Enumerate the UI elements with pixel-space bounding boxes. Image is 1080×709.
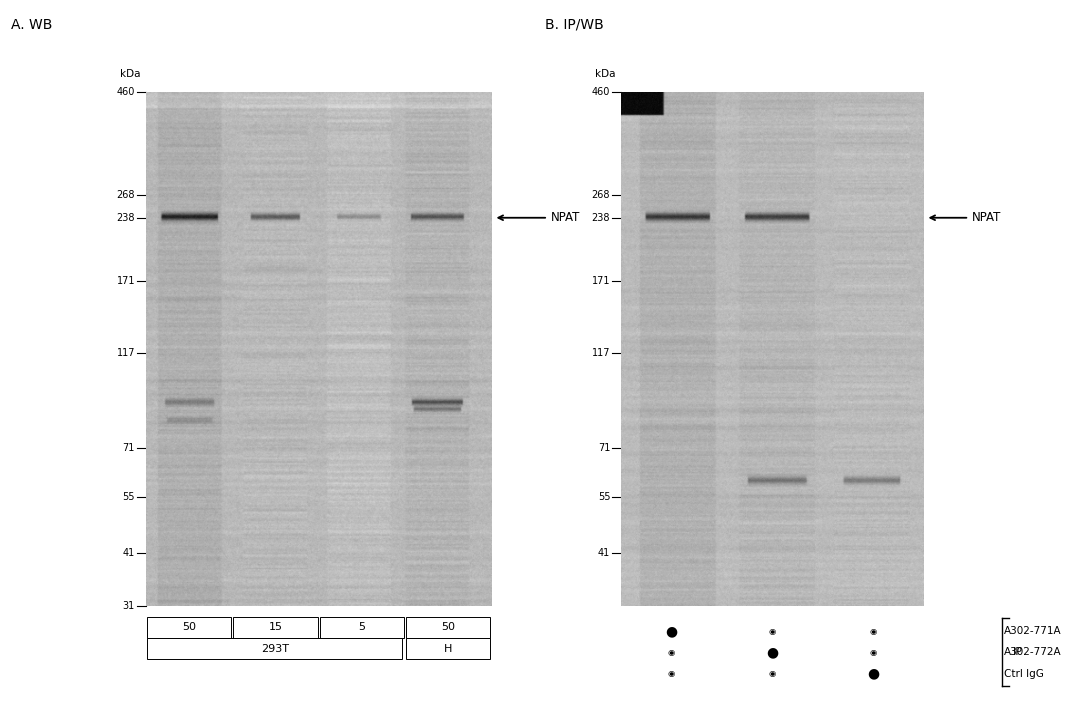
Text: 41: 41 <box>598 548 610 558</box>
Bar <box>233 617 318 638</box>
Bar <box>406 638 490 659</box>
Text: 171: 171 <box>117 276 135 286</box>
Text: 238: 238 <box>117 213 135 223</box>
Bar <box>406 617 490 638</box>
Text: ◉: ◉ <box>869 648 877 657</box>
Text: kDa: kDa <box>120 69 140 79</box>
Text: B. IP/WB: B. IP/WB <box>545 18 604 32</box>
Text: ◉: ◉ <box>869 627 877 635</box>
Text: ◉: ◉ <box>769 627 775 635</box>
Text: ●: ● <box>867 666 879 681</box>
Text: NPAT: NPAT <box>930 211 1001 224</box>
Text: 268: 268 <box>592 190 610 200</box>
Text: ◉: ◉ <box>769 669 775 678</box>
Text: ●: ● <box>665 624 677 638</box>
Text: 268: 268 <box>117 190 135 200</box>
Text: kDa: kDa <box>595 69 616 79</box>
Text: 238: 238 <box>592 213 610 223</box>
Text: ◉: ◉ <box>667 648 675 657</box>
Text: 41: 41 <box>123 548 135 558</box>
Text: 171: 171 <box>592 276 610 286</box>
Text: 50: 50 <box>442 623 455 632</box>
Text: ◉: ◉ <box>667 669 675 678</box>
Text: ●: ● <box>766 645 779 659</box>
Bar <box>147 617 231 638</box>
Bar <box>147 638 402 659</box>
Text: 50: 50 <box>183 623 195 632</box>
Text: NPAT: NPAT <box>498 211 580 224</box>
Text: 15: 15 <box>269 623 282 632</box>
Text: 71: 71 <box>123 443 135 453</box>
Text: 55: 55 <box>597 492 610 502</box>
Text: 55: 55 <box>122 492 135 502</box>
Text: 293T: 293T <box>261 644 289 654</box>
Text: A. WB: A. WB <box>11 18 52 32</box>
Text: H: H <box>444 644 453 654</box>
Text: 117: 117 <box>592 348 610 358</box>
Text: A302-772A: A302-772A <box>1004 647 1062 657</box>
Bar <box>320 617 404 638</box>
Text: 31: 31 <box>123 601 135 611</box>
Text: 460: 460 <box>592 87 610 97</box>
Text: IP: IP <box>1013 647 1023 657</box>
Text: 460: 460 <box>117 87 135 97</box>
Text: 5: 5 <box>359 623 365 632</box>
Text: A302-771A: A302-771A <box>1004 626 1062 636</box>
Text: 117: 117 <box>117 348 135 358</box>
Text: Ctrl IgG: Ctrl IgG <box>1004 669 1044 679</box>
Text: 71: 71 <box>598 443 610 453</box>
